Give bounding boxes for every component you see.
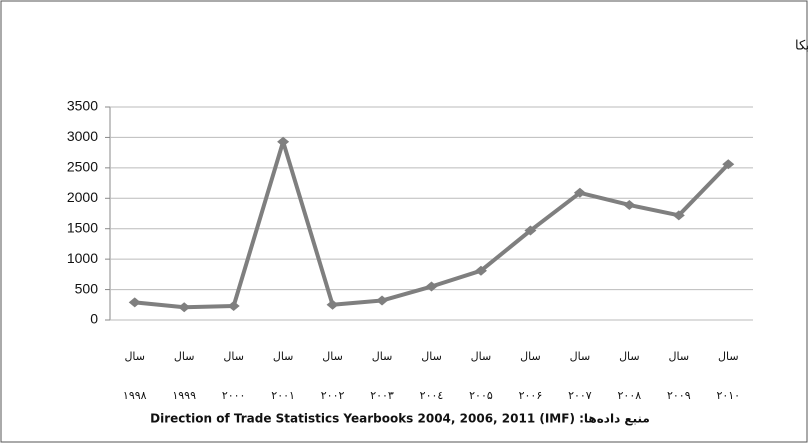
data-point (623, 199, 636, 210)
data-point (573, 187, 586, 198)
x-tick-prefix: سال (322, 350, 343, 363)
x-tick-label: ۱۹۹۹ (172, 389, 196, 402)
data-point (722, 159, 735, 170)
y-tick-label: 0 (90, 311, 98, 327)
y-tick-label: 3000 (67, 128, 98, 144)
x-tick-prefix: سال (421, 350, 442, 363)
x-tick-prefix: سال (520, 350, 541, 363)
data-point (425, 281, 438, 292)
x-tick-prefix: سال (372, 350, 393, 363)
x-tick-prefix: سال (124, 350, 145, 363)
x-tick-prefix: سال (471, 350, 492, 363)
y-tick-label: 3500 (67, 98, 98, 114)
x-tick-prefix: سال (570, 350, 591, 363)
x-tick-label: ۲۰۰۸ (618, 389, 642, 402)
x-tick-label: ۲۰۰۳ (370, 389, 394, 402)
x-tick-label: ۲۰۱۰ (716, 389, 740, 402)
x-tick-prefix: سال (718, 350, 739, 363)
x-tick-label: ۱۹۹۸ (123, 389, 147, 402)
x-tick-label: ۲۰۰۰ (222, 389, 246, 402)
x-tick-label: ۲۰۰۷ (568, 389, 592, 402)
data-point (178, 302, 191, 313)
y-tick-label: 2500 (67, 159, 98, 175)
x-tick-prefix: سال (669, 350, 690, 363)
x-tick-label: ۲۰۰۵ (469, 389, 493, 402)
data-point (227, 301, 240, 312)
data-point (474, 265, 487, 276)
x-tick-prefix: سال (223, 350, 244, 363)
chart-title: نمودار ۷. میزان رشد تجارت هند و پاکستان … (795, 38, 808, 54)
data-point (376, 295, 389, 306)
y-tick-label: 2000 (67, 189, 98, 205)
x-tick-label: ۲۰۰۹ (667, 389, 691, 402)
x-tick-label: ۲۰۰۱ (271, 389, 295, 402)
y-tick-label: 500 (75, 280, 99, 296)
data-point (128, 297, 141, 308)
y-tick-label: 1500 (67, 219, 98, 235)
x-tick-label: ۲۰۰٤ (420, 389, 444, 402)
data-point (326, 299, 339, 310)
x-tick-label: ۲۰۰۲ (321, 389, 345, 402)
x-tick-label: ۲۰۰۶ (519, 389, 543, 402)
source-note: منبع داده‌ها: Direction of Trade Statist… (150, 412, 650, 426)
data-point (672, 210, 685, 221)
x-tick-prefix: سال (174, 350, 195, 363)
data-point (524, 225, 537, 236)
y-tick-label: 1000 (67, 250, 98, 266)
x-tick-prefix: سال (273, 350, 294, 363)
x-tick-prefix: سال (619, 350, 640, 363)
data-point (277, 136, 290, 147)
